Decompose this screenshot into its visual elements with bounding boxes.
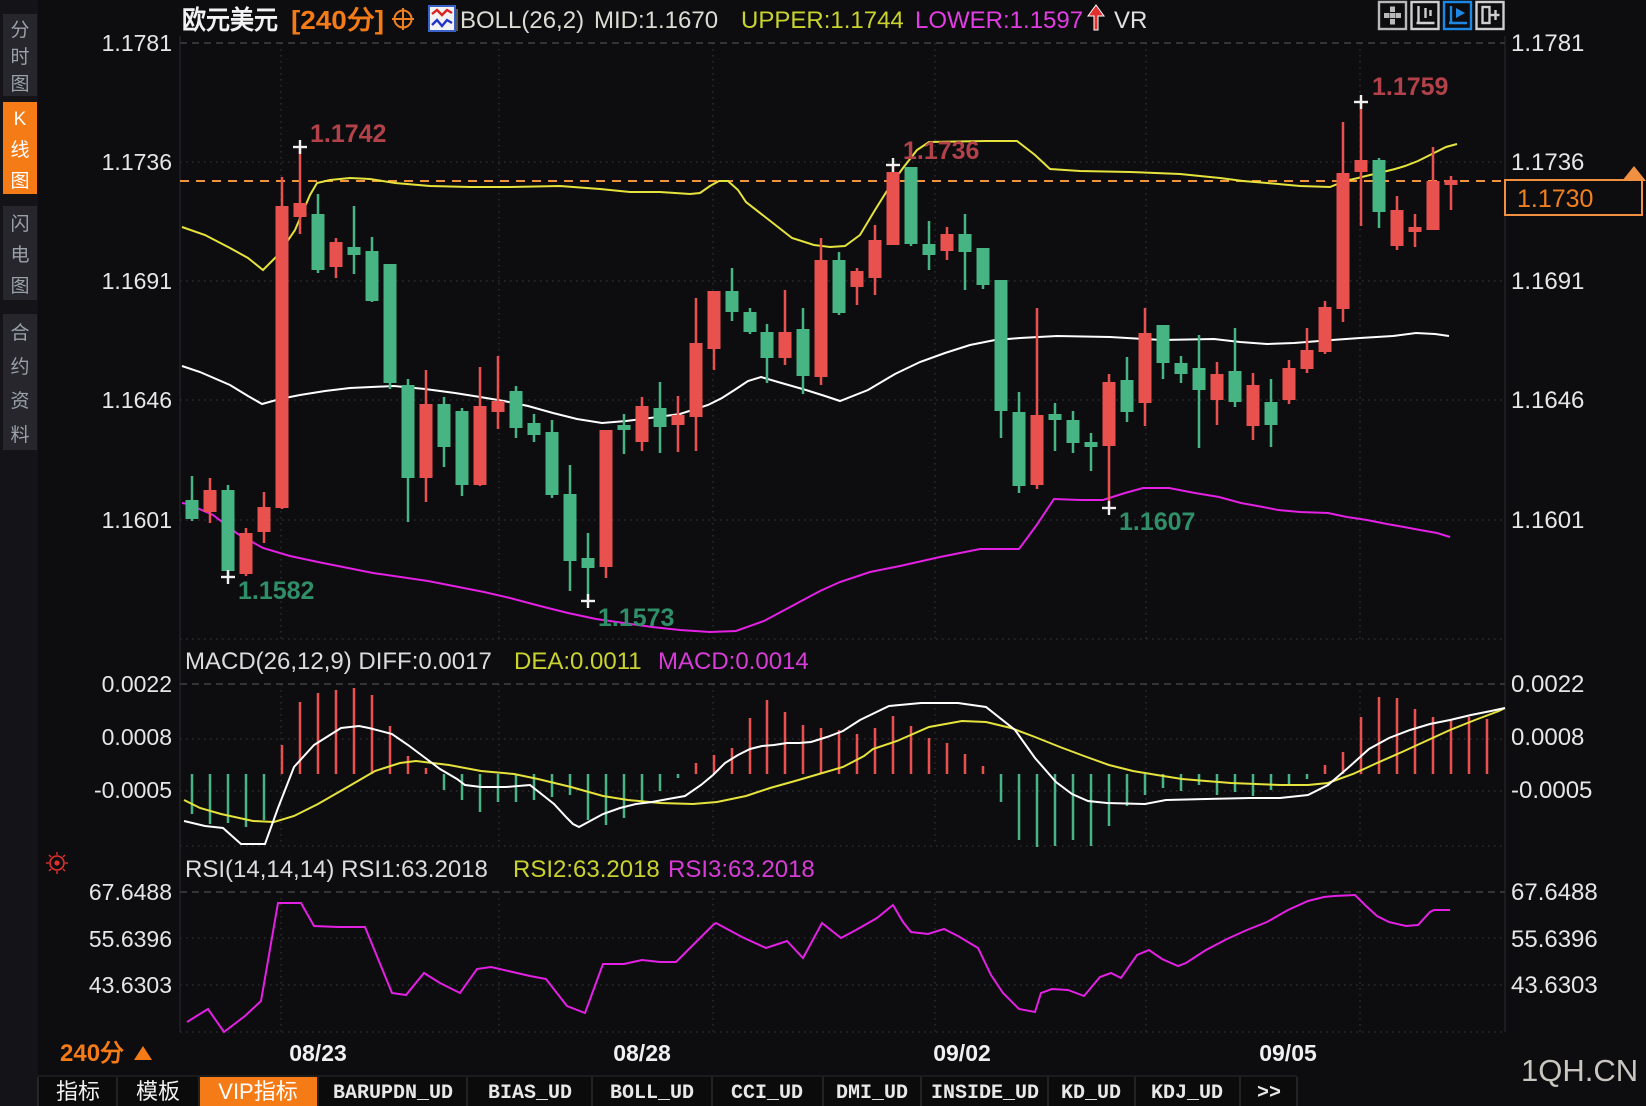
svg-text:VR: VR xyxy=(1114,7,1147,34)
svg-text:1.1582: 1.1582 xyxy=(238,577,314,605)
svg-text:线: 线 xyxy=(10,139,29,161)
svg-text:LOWER:1.1597: LOWER:1.1597 xyxy=(915,7,1083,34)
svg-text:图: 图 xyxy=(10,74,29,95)
svg-text:BIAS_UD: BIAS_UD xyxy=(488,1082,572,1105)
svg-text:55.6396: 55.6396 xyxy=(89,926,172,952)
svg-text:1.1736: 1.1736 xyxy=(1511,149,1584,176)
svg-text:图: 图 xyxy=(10,171,29,192)
svg-text:67.6488: 67.6488 xyxy=(89,879,172,905)
svg-text:时: 时 xyxy=(10,46,29,68)
svg-text:1.1736: 1.1736 xyxy=(102,149,172,175)
svg-text:UPPER:1.1744: UPPER:1.1744 xyxy=(741,7,904,34)
svg-text:08/28: 08/28 xyxy=(613,1040,671,1066)
svg-text:KD_UD: KD_UD xyxy=(1061,1082,1121,1105)
svg-text:1.1781: 1.1781 xyxy=(102,30,172,56)
svg-text:09/02: 09/02 xyxy=(933,1040,991,1066)
svg-text:图: 图 xyxy=(10,276,29,297)
svg-text:1.1607: 1.1607 xyxy=(1119,508,1195,536)
svg-text:1.1742: 1.1742 xyxy=(310,120,386,148)
svg-text:VIP指标: VIP指标 xyxy=(218,1079,297,1104)
svg-text:约: 约 xyxy=(10,356,29,378)
svg-text:240分: 240分 xyxy=(60,1040,124,1067)
svg-text:1.1601: 1.1601 xyxy=(102,507,172,533)
svg-text:[240分]: [240分] xyxy=(291,5,384,35)
svg-text:BOLL(26,2): BOLL(26,2) xyxy=(460,7,584,34)
svg-text:MACD(26,12,9) DIFF:0.0017: MACD(26,12,9) DIFF:0.0017 xyxy=(185,648,492,675)
svg-text:RSI2:63.2018: RSI2:63.2018 xyxy=(513,856,660,883)
svg-text:08/23: 08/23 xyxy=(289,1040,347,1066)
svg-text:55.6396: 55.6396 xyxy=(1511,926,1598,953)
svg-text:MID:1.1670: MID:1.1670 xyxy=(594,7,718,34)
svg-text:KDJ_UD: KDJ_UD xyxy=(1151,1082,1223,1105)
svg-text:1.1691: 1.1691 xyxy=(1511,268,1584,295)
svg-text:K: K xyxy=(14,109,27,130)
svg-text:43.6303: 43.6303 xyxy=(89,972,172,998)
svg-text:BARUPDN_UD: BARUPDN_UD xyxy=(333,1082,453,1105)
svg-text:CCI_UD: CCI_UD xyxy=(731,1082,803,1105)
svg-text:1.1730: 1.1730 xyxy=(1517,185,1593,213)
svg-text:合: 合 xyxy=(10,322,29,344)
svg-text:RSI(14,14,14) RSI1:63.2018: RSI(14,14,14) RSI1:63.2018 xyxy=(185,856,488,883)
svg-text:模板: 模板 xyxy=(136,1079,180,1104)
svg-text:0.0008: 0.0008 xyxy=(102,724,172,750)
svg-text:1.1691: 1.1691 xyxy=(102,268,172,294)
svg-text:1.1736: 1.1736 xyxy=(903,137,979,165)
svg-text:RSI3:63.2018: RSI3:63.2018 xyxy=(668,856,815,883)
svg-text:BOLL_UD: BOLL_UD xyxy=(610,1082,694,1105)
svg-text:0.0022: 0.0022 xyxy=(102,671,172,697)
svg-text:闪: 闪 xyxy=(10,213,29,235)
svg-text:0.0022: 0.0022 xyxy=(1511,671,1584,698)
svg-text:-0.0005: -0.0005 xyxy=(1511,777,1592,804)
svg-text:INSIDE_UD: INSIDE_UD xyxy=(931,1082,1039,1105)
svg-text:分: 分 xyxy=(10,19,29,41)
svg-text:料: 料 xyxy=(10,424,29,446)
svg-text:DEA:0.0011: DEA:0.0011 xyxy=(514,648,642,675)
svg-text:>>: >> xyxy=(1257,1082,1281,1105)
svg-text:09/05: 09/05 xyxy=(1259,1040,1317,1066)
svg-text:1.1646: 1.1646 xyxy=(1511,387,1584,414)
svg-text:1QH.CN: 1QH.CN xyxy=(1521,1053,1638,1088)
svg-text:1.1759: 1.1759 xyxy=(1372,73,1448,101)
svg-text:电: 电 xyxy=(10,244,29,266)
svg-text:0.0008: 0.0008 xyxy=(1511,724,1584,751)
svg-text:67.6488: 67.6488 xyxy=(1511,879,1598,906)
svg-text:资: 资 xyxy=(10,390,29,412)
svg-text:1.1646: 1.1646 xyxy=(102,387,172,413)
svg-text:1.1601: 1.1601 xyxy=(1511,507,1584,534)
svg-text:-0.0005: -0.0005 xyxy=(94,777,172,803)
svg-text:DMI_UD: DMI_UD xyxy=(836,1082,908,1105)
svg-text:1.1573: 1.1573 xyxy=(598,604,674,632)
svg-text:1.1781: 1.1781 xyxy=(1511,30,1584,57)
svg-text:MACD:0.0014: MACD:0.0014 xyxy=(658,648,809,675)
svg-text:指标: 指标 xyxy=(56,1079,100,1104)
svg-text:欧元美元: 欧元美元 xyxy=(182,5,278,35)
svg-text:43.6303: 43.6303 xyxy=(1511,972,1598,999)
